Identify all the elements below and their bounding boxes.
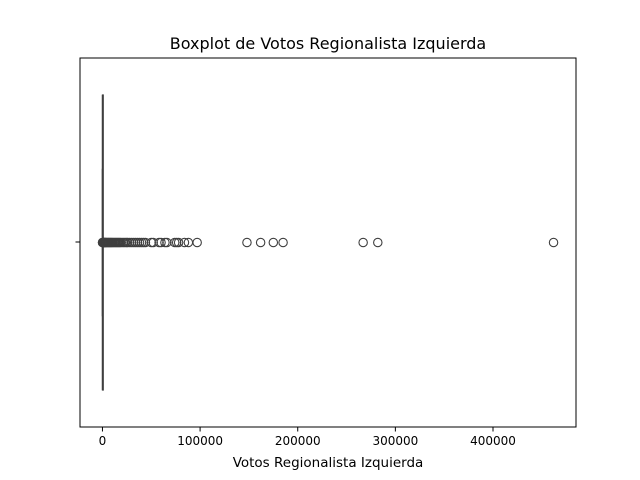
outlier-point — [278, 237, 288, 248]
outlier-point — [358, 237, 368, 248]
x-axis-label: Votos Regionalista Izquierda — [233, 455, 424, 471]
x-tick-label: 0 — [99, 434, 107, 448]
outlier-point — [548, 237, 559, 248]
chart-title: Boxplot de Votos Regionalista Izquierda — [170, 34, 486, 53]
plot-area — [97, 94, 559, 391]
outlier-point — [162, 237, 172, 248]
outlier-point — [268, 237, 279, 248]
outlier-point — [156, 237, 166, 248]
outlier-point — [192, 237, 202, 248]
outlier-point — [179, 237, 190, 248]
outlier-point — [242, 237, 252, 248]
x-tick-label: 100000 — [177, 434, 223, 448]
x-tick-label: 300000 — [372, 434, 418, 448]
outlier-point — [373, 237, 383, 248]
outlier-point — [148, 237, 158, 248]
outlier-point — [173, 237, 184, 248]
x-axis: 0 100000 200000 300000 400000 — [99, 427, 516, 448]
x-tick-label: 200000 — [275, 434, 321, 448]
outlier-point — [140, 237, 151, 248]
outlier-point — [255, 237, 266, 248]
x-tick-label: 400000 — [470, 434, 516, 448]
